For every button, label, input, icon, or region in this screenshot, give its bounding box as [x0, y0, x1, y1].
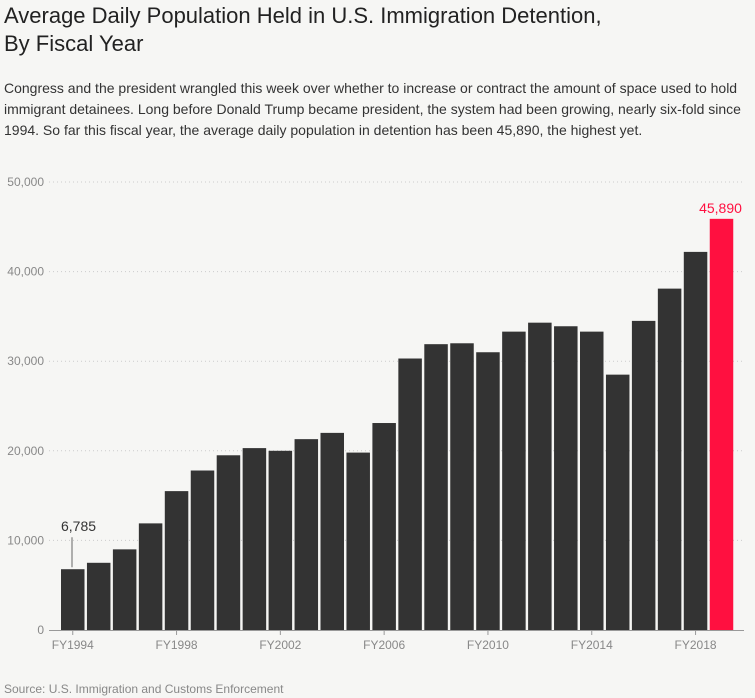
bar [320, 432, 344, 630]
bar [631, 320, 656, 630]
bar [112, 549, 137, 630]
chart-title: Average Daily Population Held in U.S. Im… [4, 2, 744, 58]
bar [683, 251, 708, 630]
bar [605, 374, 630, 630]
bar [216, 455, 241, 630]
bar [580, 331, 604, 630]
bar [346, 452, 370, 630]
bar [502, 331, 526, 630]
bar [242, 448, 267, 630]
bar [709, 218, 734, 630]
bar [372, 423, 396, 630]
x-tick-label: FY2010 [467, 638, 509, 652]
bar [86, 562, 111, 630]
x-tick-label: FY1994 [52, 638, 94, 652]
value-label-first: 6,785 [61, 518, 96, 534]
bar [554, 326, 578, 630]
y-tick-label: 10,000 [7, 533, 44, 547]
y-tick-label: 20,000 [7, 444, 44, 458]
chart-title-line2: By Fiscal Year [4, 31, 144, 56]
bar [657, 288, 682, 630]
bar [190, 470, 215, 630]
bar-chart: 0 10,000 20,000 30,000 40,000 50,000 FY1994 FY1… [7, 175, 744, 652]
value-label-highlight: 45,890 [699, 200, 742, 216]
x-tick-label: FY1998 [156, 638, 198, 652]
y-tick-label: 40,000 [7, 265, 44, 279]
bar [476, 352, 500, 630]
bar [528, 322, 552, 630]
bar [294, 439, 319, 630]
chart-title-line1: Average Daily Population Held in U.S. Im… [4, 3, 602, 28]
y-tick-label: 50,000 [7, 175, 44, 189]
bar [398, 358, 422, 630]
bar [268, 450, 293, 630]
bar [61, 569, 85, 630]
chart-description: Congress and the president wrangled this… [4, 80, 741, 138]
y-tick-label: 0 [37, 623, 44, 637]
y-tick-label: 30,000 [7, 354, 44, 368]
bar [164, 491, 189, 630]
x-tick-label: FY2006 [363, 638, 405, 652]
bar [138, 523, 163, 630]
x-tick-label: FY2014 [571, 638, 613, 652]
source-note: Source: U.S. Immigration and Customs Enf… [4, 682, 284, 696]
x-tick-label: FY2002 [259, 638, 301, 652]
bar [450, 343, 474, 630]
bar [424, 344, 448, 630]
x-tick-label: FY2018 [675, 638, 717, 652]
